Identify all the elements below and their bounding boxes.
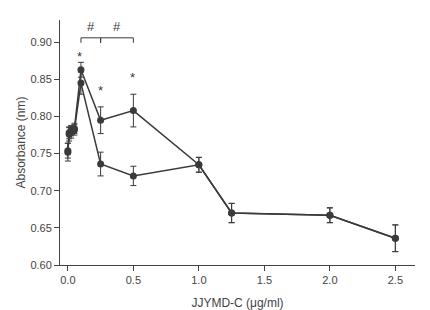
svg-text:JJYMD-C (μg/ml): JJYMD-C (μg/ml) (191, 296, 283, 310)
svg-text:*: * (98, 83, 103, 98)
svg-text:0.70: 0.70 (30, 185, 51, 197)
svg-text:0.75: 0.75 (30, 147, 51, 159)
svg-text:1.0: 1.0 (191, 274, 206, 286)
svg-text:Absorbance (nm): Absorbance (nm) (14, 96, 28, 188)
svg-text:2.0: 2.0 (322, 274, 337, 286)
svg-text:0.80: 0.80 (30, 110, 51, 122)
svg-text:#: # (113, 19, 121, 34)
svg-text:1.5: 1.5 (257, 274, 272, 286)
svg-text:0.65: 0.65 (30, 222, 51, 234)
svg-text:0.60: 0.60 (30, 259, 51, 271)
svg-text:0.0: 0.0 (60, 274, 75, 286)
svg-text:*: * (77, 49, 82, 64)
svg-text:0.90: 0.90 (30, 36, 51, 48)
svg-text:0.85: 0.85 (30, 73, 51, 85)
svg-text:#: # (87, 19, 95, 34)
svg-text:2.5: 2.5 (388, 274, 403, 286)
svg-text:*: * (130, 70, 135, 85)
svg-text:0.5: 0.5 (126, 274, 141, 286)
